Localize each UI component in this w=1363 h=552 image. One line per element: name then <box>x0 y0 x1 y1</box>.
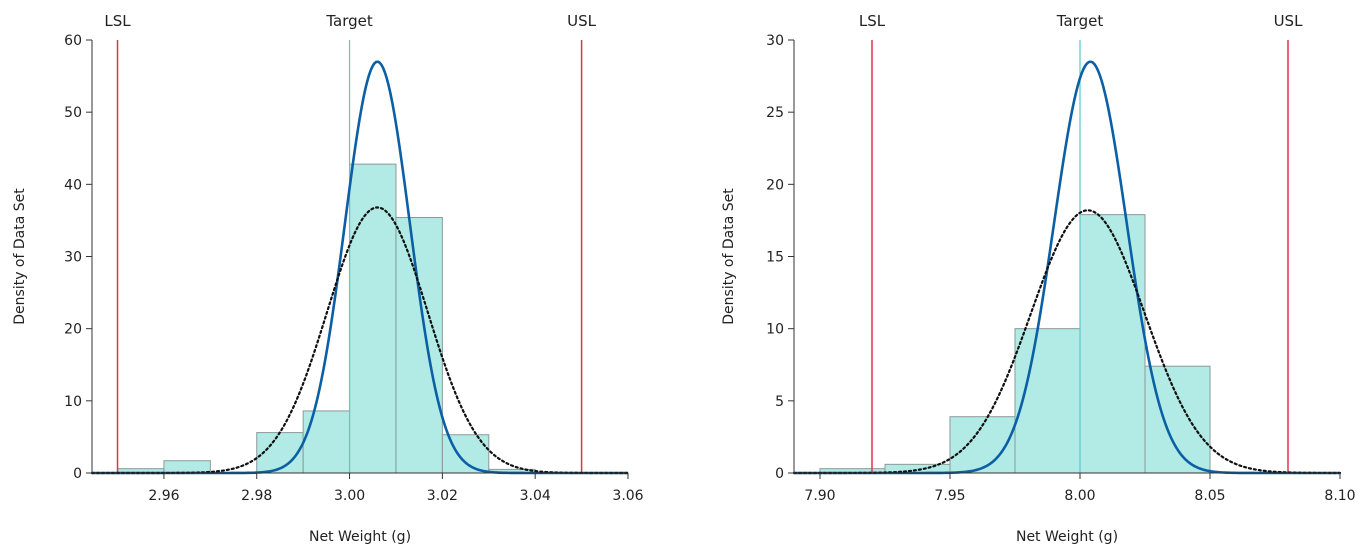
chart-right: LSL Target USL 0 5 10 15 20 25 30 7.90 7.95 8.00 8.05… <box>721 12 1356 545</box>
histogram-bar <box>1014 328 1081 474</box>
histogram-bar <box>302 410 351 474</box>
x-tick-label: 3.00 <box>334 488 365 504</box>
y-tick-label: 10 <box>64 394 82 410</box>
spec-label-lsl: LSL <box>104 12 131 30</box>
y-tick-label: 15 <box>766 250 784 266</box>
x-tick-label: 2.98 <box>241 488 272 504</box>
x-tick-label: 3.04 <box>520 488 551 504</box>
y-tick-label: 25 <box>766 105 784 121</box>
x-axis-title: Net Weight (g) <box>1016 529 1118 545</box>
histogram-bar <box>395 217 443 474</box>
y-tick-label: 50 <box>64 105 82 121</box>
y-tick-label: 20 <box>766 177 784 193</box>
y-tick-label: 30 <box>766 33 784 49</box>
y-tick-label: 0 <box>775 466 784 482</box>
spec-label-usl: USL <box>567 12 597 30</box>
x-tick-label: 8.05 <box>1194 488 1225 504</box>
y-tick-label: 60 <box>64 33 82 49</box>
y-tick-label: 10 <box>766 322 784 338</box>
y-axis-title: Density of Data Set <box>12 188 28 325</box>
x-tick-label: 7.95 <box>934 488 965 504</box>
chart-left: LSL Target USL 0 10 20 30 40 50 60 2.96 2.98 3.00 3.0… <box>12 12 644 545</box>
x-tick-label: 3.02 <box>427 488 458 504</box>
histogram-bar <box>1144 365 1211 474</box>
x-tick-label: 7.90 <box>804 488 835 504</box>
spec-label-lsl: LSL <box>859 12 886 30</box>
y-tick-label: 0 <box>73 466 82 482</box>
histogram-bar <box>1079 214 1146 474</box>
x-axis-title: Net Weight (g) <box>309 529 411 545</box>
y-tick-label: 40 <box>64 177 82 193</box>
histogram-bar <box>349 163 397 474</box>
y-tick-label: 30 <box>64 250 82 266</box>
x-tick-label: 8.00 <box>1064 488 1095 504</box>
x-tick-label: 3.06 <box>612 488 643 504</box>
x-tick-label: 2.96 <box>148 488 179 504</box>
spec-label-usl: USL <box>1274 12 1304 30</box>
y-tick-label: 5 <box>775 394 784 410</box>
y-tick-label: 20 <box>64 322 82 338</box>
histogram-bar <box>163 460 211 474</box>
y-axis-title: Density of Data Set <box>721 188 737 325</box>
spec-label-target: Target <box>1056 12 1104 30</box>
spec-label-target: Target <box>325 12 373 30</box>
x-tick-label: 8.10 <box>1324 488 1355 504</box>
